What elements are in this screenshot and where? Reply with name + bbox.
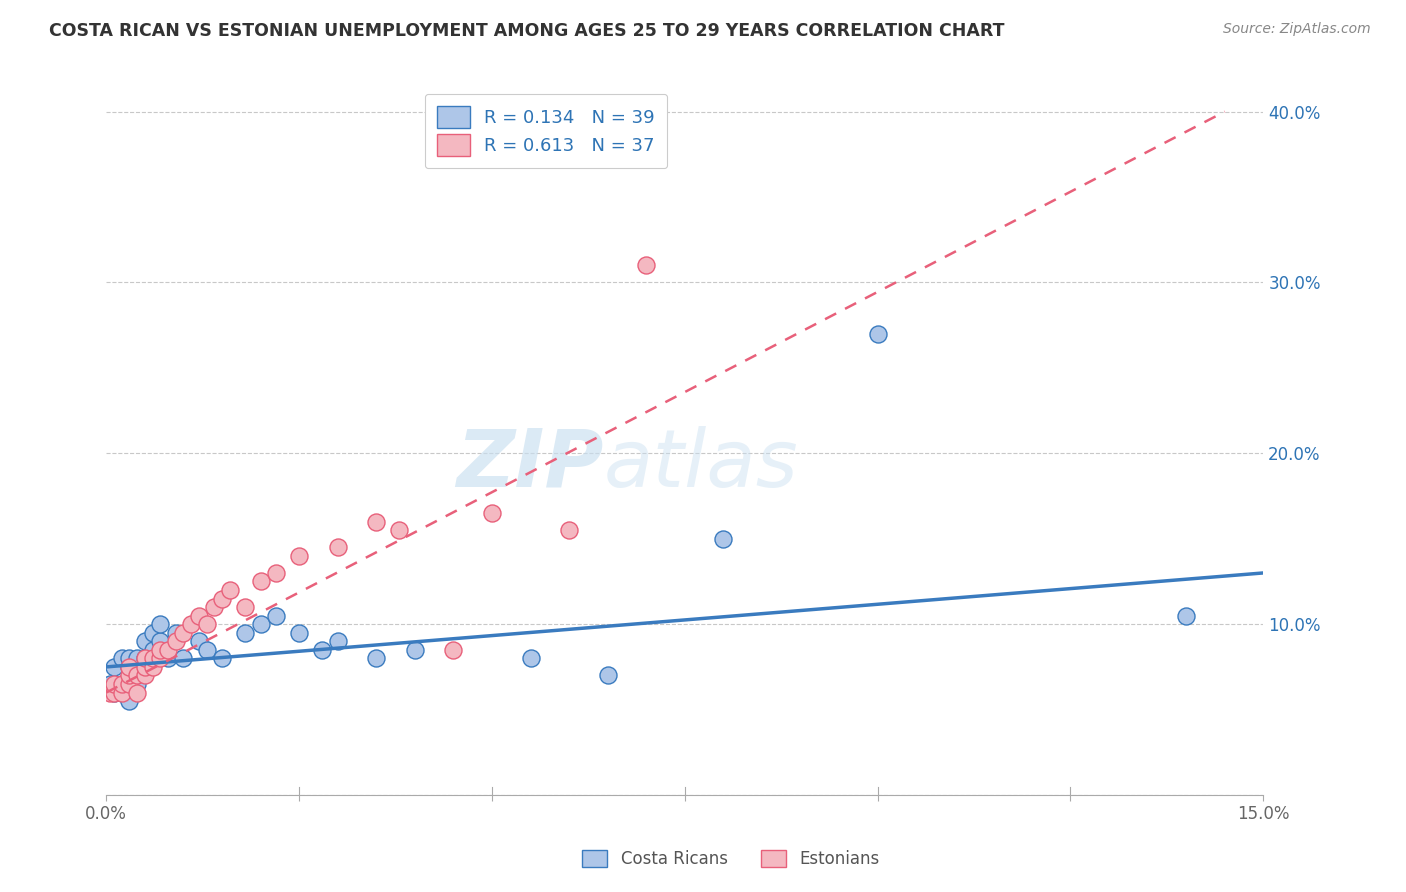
Point (111, 651, 134, 665)
Point (149, 651, 172, 665)
Point (156, 643, 179, 657)
Point (636, 259, 658, 273)
Point (165, 625, 187, 640)
Point (127, 651, 149, 665)
Point (180, 617, 202, 632)
Point (187, 634, 209, 648)
Text: Source: ZipAtlas.com: Source: ZipAtlas.com (1223, 22, 1371, 37)
Point (366, 515, 388, 529)
Point (118, 651, 141, 665)
Point (149, 643, 172, 657)
Point (172, 651, 194, 665)
Point (111, 677, 134, 691)
Point (249, 574, 271, 589)
Point (596, 668, 619, 682)
Point (211, 651, 233, 665)
Point (141, 651, 163, 665)
Point (187, 608, 209, 623)
Point (118, 660, 141, 674)
Point (111, 685, 134, 699)
Text: atlas: atlas (603, 426, 799, 504)
Point (233, 625, 256, 640)
Point (288, 549, 311, 563)
Point (404, 643, 426, 657)
Point (118, 668, 141, 682)
Point (118, 677, 141, 691)
Point (111, 685, 134, 699)
Point (156, 651, 179, 665)
Point (134, 660, 156, 674)
Point (264, 566, 287, 580)
Point (519, 651, 541, 665)
Point (127, 660, 149, 674)
Point (311, 643, 333, 657)
Text: COSTA RICAN VS ESTONIAN UNEMPLOYMENT AMONG AGES 25 TO 29 YEARS CORRELATION CHART: COSTA RICAN VS ESTONIAN UNEMPLOYMENT AMO… (49, 22, 1005, 40)
Point (558, 523, 581, 537)
Point (866, 326, 889, 341)
Point (388, 523, 411, 537)
Point (326, 541, 349, 555)
Point (195, 617, 218, 632)
Point (134, 634, 156, 648)
Point (481, 506, 503, 520)
Point (264, 608, 287, 623)
Point (202, 600, 225, 615)
Legend: R = 0.134   N = 39, R = 0.613   N = 37: R = 0.134 N = 39, R = 0.613 N = 37 (425, 94, 668, 169)
Point (103, 660, 125, 674)
Point (165, 634, 187, 648)
Point (141, 643, 163, 657)
Text: ZIP: ZIP (457, 426, 603, 504)
Point (326, 634, 349, 648)
Point (98, 685, 121, 699)
Point (711, 532, 734, 546)
Point (441, 643, 464, 657)
Point (141, 660, 163, 674)
Point (211, 591, 233, 606)
Point (141, 625, 163, 640)
Point (134, 660, 156, 674)
Point (288, 625, 311, 640)
Point (118, 677, 141, 691)
Point (366, 651, 388, 665)
Point (149, 617, 172, 632)
Point (134, 668, 156, 682)
Point (103, 685, 125, 699)
Point (118, 660, 141, 674)
Point (98, 677, 121, 691)
Legend: Costa Ricans, Estonians: Costa Ricans, Estonians (576, 843, 886, 875)
Point (118, 694, 141, 708)
Point (172, 625, 194, 640)
Point (127, 668, 149, 682)
Point (195, 643, 218, 657)
Point (1175, 608, 1198, 623)
Point (127, 685, 149, 699)
Point (134, 651, 156, 665)
Point (149, 634, 172, 648)
Point (134, 651, 156, 665)
Point (218, 582, 240, 597)
Point (111, 677, 134, 691)
Point (233, 600, 256, 615)
Point (127, 677, 149, 691)
Point (249, 617, 271, 632)
Point (103, 685, 125, 699)
Point (103, 677, 125, 691)
